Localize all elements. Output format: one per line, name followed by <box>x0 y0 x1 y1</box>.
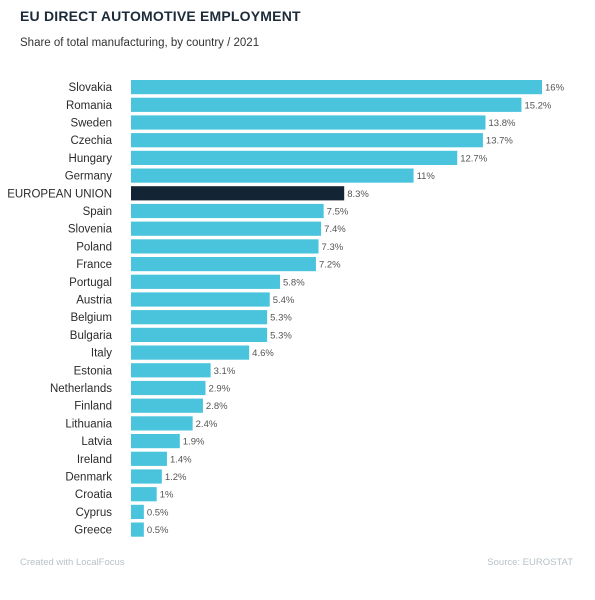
value-label: 1% <box>160 490 174 501</box>
bar-france <box>131 257 316 272</box>
value-label: 5.4% <box>273 295 295 306</box>
bar-netherlands <box>131 380 206 396</box>
category-label: Croatia <box>75 489 113 501</box>
value-label: 1.2% <box>165 472 187 483</box>
category-label: Slovakia <box>69 82 113 94</box>
category-label: Lithuania <box>65 418 112 430</box>
category-label: Belgium <box>70 312 112 324</box>
value-label: 0.5% <box>147 507 169 518</box>
value-label: 1.4% <box>170 454 192 465</box>
value-label: 5.3% <box>270 330 292 341</box>
bar-lithuania <box>131 416 193 431</box>
chart-title: EU DIRECT AUTOMOTIVE EMPLOYMENT <box>20 8 301 24</box>
category-label: Greece <box>74 525 112 537</box>
chart-subtitle: Share of total manufacturing, by country… <box>20 37 260 49</box>
bar-slovakia <box>131 80 542 95</box>
bar-poland <box>131 239 319 254</box>
value-label: 7.5% <box>327 207 349 218</box>
bar-denmark <box>131 469 162 484</box>
bar-european-union <box>131 186 345 201</box>
category-label: Romania <box>66 100 113 112</box>
category-label: Austria <box>76 295 112 307</box>
value-label: 7.2% <box>319 260 341 271</box>
bar-finland <box>131 398 203 413</box>
category-label: France <box>76 259 112 271</box>
category-label: Estonia <box>74 365 113 377</box>
bar-czechia <box>131 133 483 148</box>
category-label: Spain <box>83 206 112 218</box>
category-label: Sweden <box>70 118 112 130</box>
value-label: 5.3% <box>270 313 292 324</box>
bar-portugal <box>131 274 280 289</box>
value-label: 12.7% <box>460 153 487 164</box>
category-label: Poland <box>76 241 112 253</box>
footer-source: Source: EUROSTAT <box>487 557 573 568</box>
value-label: 15.2% <box>524 100 551 111</box>
value-label: 5.8% <box>283 277 305 288</box>
bar-greece <box>131 522 144 537</box>
category-label: Italy <box>91 348 112 360</box>
bar-estonia <box>131 363 211 378</box>
value-label: 16% <box>545 83 565 94</box>
category-label: Bulgaria <box>70 330 113 342</box>
value-label: 13.7% <box>486 136 513 147</box>
bar-germany <box>131 168 414 183</box>
value-label: 2.4% <box>196 419 218 430</box>
category-label: Finland <box>74 401 112 413</box>
bar-slovenia <box>131 221 322 236</box>
bar-spain <box>131 203 324 219</box>
value-label: 0.5% <box>147 525 169 536</box>
category-label: Denmark <box>65 472 112 484</box>
category-label: Latvia <box>81 436 112 448</box>
value-label: 7.3% <box>322 242 344 253</box>
category-label: Cyprus <box>76 507 113 519</box>
bar-latvia <box>131 434 180 449</box>
bar-sweden <box>131 115 486 130</box>
bar-croatia <box>131 487 157 502</box>
value-label: 4.6% <box>252 348 274 359</box>
bar-cyprus <box>131 504 144 519</box>
category-label: Czechia <box>70 135 112 147</box>
value-label: 13.8% <box>488 118 515 129</box>
category-label: Netherlands <box>50 383 112 395</box>
value-label: 3.1% <box>214 366 236 377</box>
bar-belgium <box>131 310 268 325</box>
bar-hungary <box>131 150 458 165</box>
category-label: Hungary <box>69 153 113 165</box>
value-label: 2.8% <box>206 401 228 412</box>
bar-austria <box>131 292 270 307</box>
category-label: Slovenia <box>68 224 113 236</box>
category-label: Germany <box>65 171 113 183</box>
category-label: EUROPEAN UNION <box>7 188 112 200</box>
value-label: 2.9% <box>208 384 230 395</box>
bar-romania <box>131 97 522 112</box>
bar-ireland <box>131 451 167 466</box>
value-label: 8.3% <box>347 189 369 200</box>
value-label: 7.4% <box>324 224 346 235</box>
footer-credit: Created with LocalFocus <box>20 557 125 568</box>
category-label: Ireland <box>77 454 112 466</box>
value-label: 1.9% <box>183 437 205 448</box>
value-label: 11% <box>417 171 436 182</box>
bar-bulgaria <box>131 327 268 342</box>
category-label: Portugal <box>69 277 112 289</box>
bar-italy <box>131 345 250 360</box>
